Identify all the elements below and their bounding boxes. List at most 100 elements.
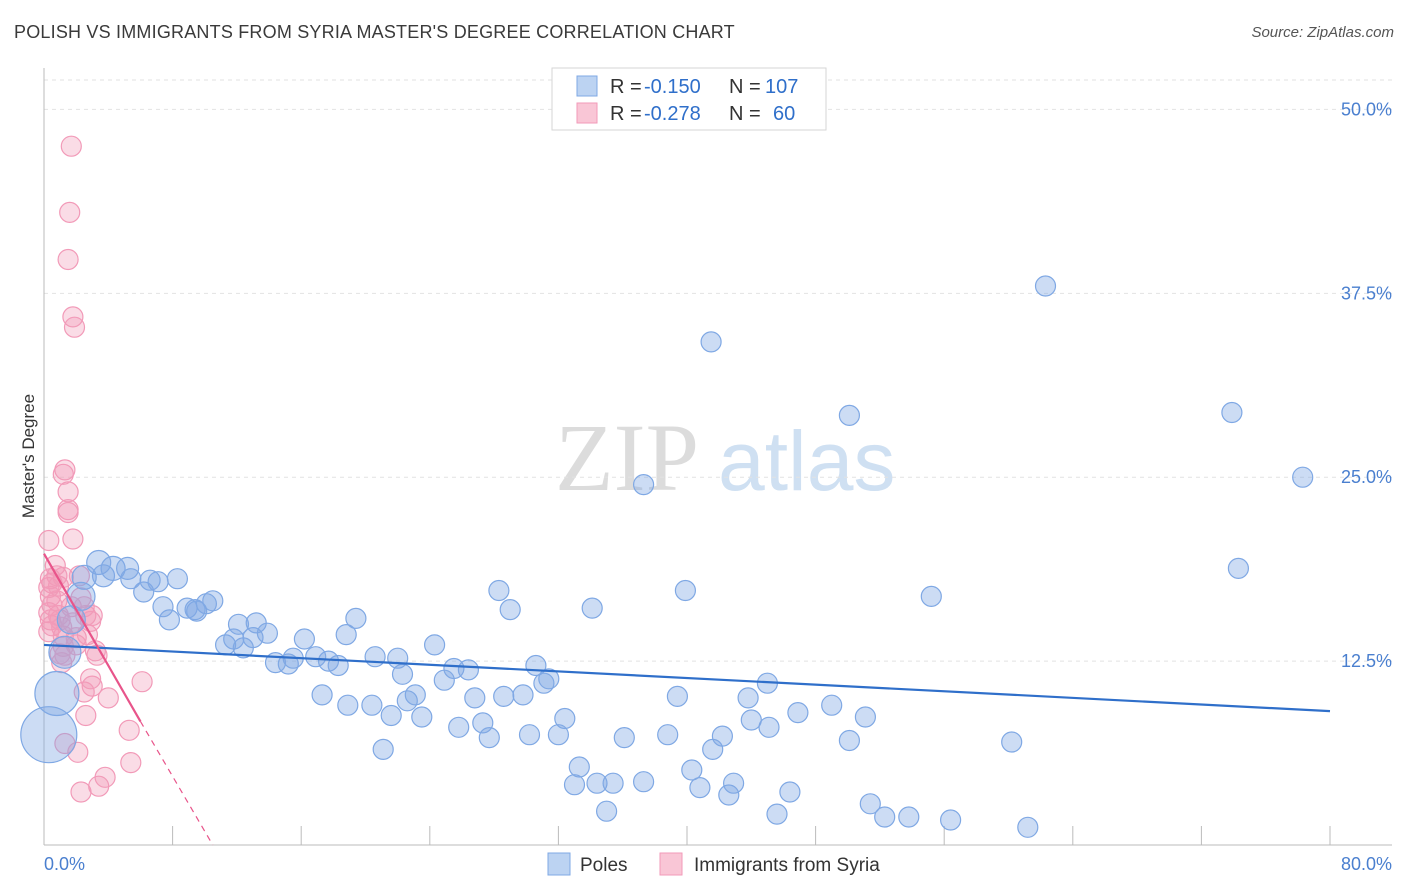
syria-point: [49, 643, 71, 665]
legend-r-value-2: -0.278: [644, 103, 701, 125]
poles-point: [345, 607, 367, 630]
grid: [44, 79, 1392, 662]
series-legend-label-syria: Immigrants from Syria: [694, 855, 880, 876]
poles-point: [20, 706, 78, 764]
trend-lines: [43, 553, 1331, 846]
poles-point: [166, 568, 188, 590]
legend-n-label-2: N =: [729, 103, 761, 125]
y-tick-label: 37.5%: [1341, 283, 1392, 303]
poles-point: [674, 579, 697, 602]
poles-point: [581, 597, 603, 619]
y-tick-labels: 12.5% 25.0% 37.5% 50.0%: [1341, 99, 1392, 671]
poles-point: [1017, 816, 1039, 838]
poles-point: [666, 685, 689, 708]
poles-point: [478, 726, 500, 749]
poles-point: [737, 687, 759, 709]
poles-point: [457, 659, 479, 681]
watermark-zip: ZIP: [555, 404, 699, 511]
legend-box: [551, 67, 827, 131]
x-tick-label-min: 0.0%: [44, 854, 85, 874]
poles-point: [1227, 557, 1250, 580]
poles-point: [586, 772, 608, 794]
poles-point: [411, 706, 433, 728]
syria-point: [57, 499, 79, 521]
poles-point: [202, 590, 224, 612]
poles-point: [602, 772, 624, 794]
poles-point: [186, 600, 208, 622]
syria-point: [79, 668, 102, 690]
poles-point: [152, 596, 174, 618]
poles-point: [632, 771, 655, 793]
poles-point: [1001, 731, 1023, 753]
poles-point: [689, 776, 711, 799]
syria-point: [120, 751, 142, 774]
poles-point: [563, 774, 586, 796]
poles-point: [758, 716, 780, 738]
y-tick-label: 12.5%: [1341, 651, 1392, 671]
poles-point: [133, 581, 155, 603]
poles-point: [874, 806, 896, 828]
chart-title: POLISH VS IMMIGRANTS FROM SYRIA MASTER'S…: [14, 22, 735, 42]
poles-point: [404, 684, 426, 706]
poles-point: [595, 800, 618, 822]
poles-point: [568, 756, 590, 778]
legend-n-value-2: 60: [773, 103, 795, 125]
syria-point: [62, 528, 84, 550]
poles-point: [1221, 401, 1243, 424]
poles-point: [227, 613, 250, 635]
poles-point: [939, 809, 962, 831]
source-label: Source: ZipAtlas.com: [1251, 24, 1394, 41]
poles-point: [488, 579, 510, 602]
poles-point: [632, 474, 655, 496]
x-tick-label-max: 80.0%: [1341, 854, 1392, 874]
syria-point: [97, 687, 119, 709]
poles-point: [838, 404, 861, 426]
legend-r-value-1: -0.150: [644, 76, 701, 98]
poles-point: [547, 724, 570, 746]
watermark: ZIP atlas: [555, 404, 895, 511]
poles-point: [391, 663, 414, 685]
legend-r-label-2: R =: [610, 103, 642, 125]
syria-point: [70, 781, 92, 803]
poles-point: [711, 725, 734, 747]
poles-point: [327, 654, 349, 677]
poles-point: [372, 738, 394, 761]
poles-point: [86, 549, 112, 576]
x-tick-labels: 0.0% 80.0%: [44, 854, 1392, 874]
series-legend-label-poles: Poles: [580, 855, 628, 876]
syria-point: [94, 766, 116, 788]
poles-point: [722, 772, 745, 794]
poles-point: [311, 684, 333, 706]
poles-point: [518, 724, 541, 746]
legend-n-label-1: N =: [729, 76, 761, 98]
axes: [43, 68, 1392, 846]
poles-point: [787, 701, 809, 724]
syria-point: [51, 616, 73, 638]
poles-trend-line: [43, 643, 1331, 713]
syria-point: [131, 671, 153, 693]
poles-point: [66, 581, 96, 612]
poles-point: [380, 704, 402, 727]
poles-point: [898, 806, 920, 828]
legend: R = -0.150 N = 107 R = -0.278 N = 60: [551, 67, 827, 131]
y-tick-label: 50.0%: [1341, 99, 1392, 119]
poles-point: [337, 694, 359, 716]
syria-point: [60, 135, 82, 157]
syria-point: [38, 529, 60, 552]
syria-point: [67, 741, 89, 763]
legend-n-value-1: 107: [765, 76, 798, 98]
legend-swatch-syria: [576, 102, 598, 124]
poles-point: [293, 628, 315, 650]
series-legend: Poles Immigrants from Syria: [547, 852, 880, 876]
poles-point: [1292, 466, 1314, 488]
syria-point: [75, 704, 97, 727]
y-axis-label: Master's Degree: [19, 394, 38, 518]
series-poles: [20, 275, 1314, 838]
poles-point: [854, 706, 877, 728]
poles-point: [139, 569, 161, 591]
series-legend-swatch-syria: [659, 852, 683, 876]
poles-point: [512, 684, 534, 706]
poles-point: [718, 784, 740, 806]
poles-point: [91, 564, 116, 588]
syria-point: [52, 463, 74, 485]
